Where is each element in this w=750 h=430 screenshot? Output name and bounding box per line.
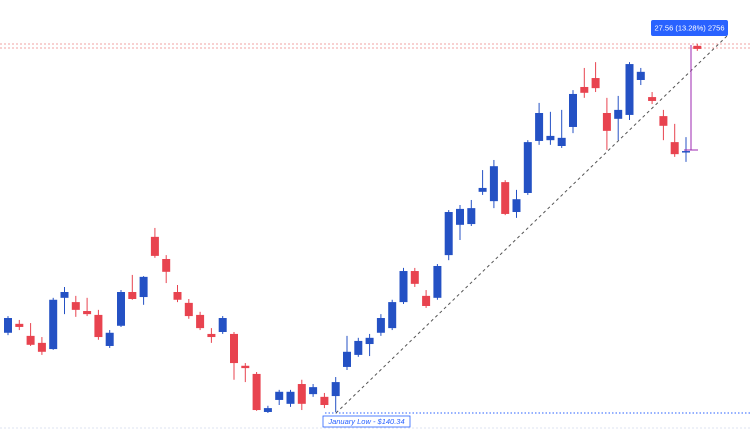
candle-body (365, 337, 374, 345)
candle-body (94, 314, 103, 338)
candle-body (512, 199, 521, 213)
candle-body (252, 373, 261, 411)
candle-body (569, 93, 577, 127)
candle-body (4, 318, 12, 333)
candle-body (648, 97, 657, 101)
candle-body (343, 351, 351, 367)
candle-body (546, 135, 555, 141)
candle-body (422, 295, 431, 306)
candle-body (456, 208, 464, 225)
candle-body (682, 151, 690, 153)
candle-body (15, 323, 24, 327)
candle-body (433, 265, 442, 298)
candle-body (162, 258, 171, 272)
candle-body (501, 182, 510, 214)
candle-body (60, 291, 69, 298)
candle-body (150, 236, 159, 256)
candle-body (331, 382, 340, 397)
candle-body (467, 208, 476, 225)
candle-body (478, 187, 487, 192)
candle-body (614, 109, 623, 119)
candle-body (297, 384, 306, 404)
candle-body (693, 45, 702, 49)
candle-body (602, 112, 611, 131)
candle-body (117, 291, 125, 326)
candle-body (286, 391, 295, 404)
candle-body (354, 340, 363, 355)
candle-body (399, 271, 408, 303)
candle-body (523, 142, 532, 193)
candle-body (139, 276, 148, 298)
candle-body (196, 314, 205, 329)
candle-body (376, 318, 385, 333)
candle-body (263, 408, 272, 412)
candle-body (309, 387, 318, 395)
candle-body (71, 302, 80, 310)
candle-body (128, 291, 137, 299)
candle-body (625, 64, 634, 115)
candle-body (207, 333, 216, 338)
january-low-label: January Low - $140.34 (327, 417, 404, 426)
candle-body (670, 142, 679, 155)
candle-body (535, 112, 544, 141)
candle-body (320, 396, 329, 405)
candle-body (241, 365, 250, 369)
candle-body (230, 333, 238, 364)
measure-box (651, 20, 728, 36)
candle-body (218, 318, 227, 332)
candle-body (410, 271, 419, 284)
measure-label: 27.56 (13.28%) 2756 (654, 23, 724, 32)
candle-body (636, 71, 645, 80)
candle-body (173, 291, 182, 300)
candle-body (105, 332, 114, 346)
candle-body (444, 212, 453, 256)
candles (4, 43, 702, 413)
candle-body (37, 342, 46, 352)
candle-body (49, 299, 58, 350)
candle-body (659, 116, 668, 126)
candle-body (275, 391, 284, 400)
candle-body (184, 302, 193, 317)
candle-body (388, 302, 397, 329)
candle-body (591, 78, 600, 89)
candle-body (83, 311, 92, 315)
candle-body (489, 166, 498, 202)
trend-line (335, 35, 728, 414)
january-low-box (322, 415, 411, 428)
candle-body (557, 137, 566, 146)
candle-body (26, 335, 35, 345)
candle-body (580, 86, 589, 93)
